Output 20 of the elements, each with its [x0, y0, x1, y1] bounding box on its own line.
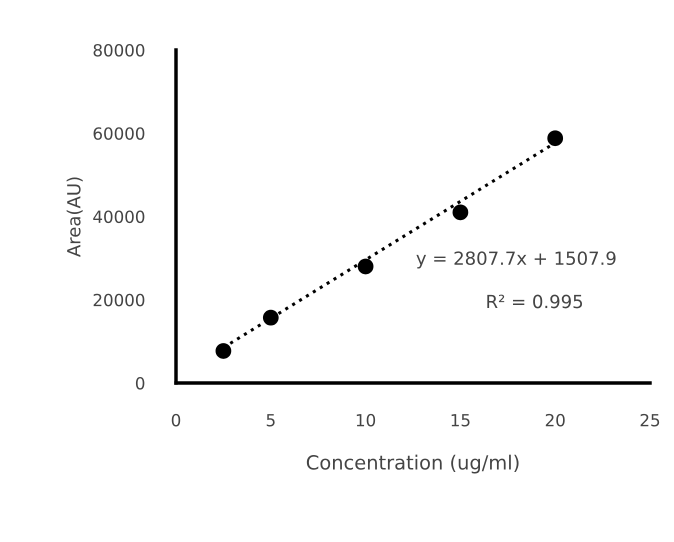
point — [547, 130, 564, 146]
x-tick-label: 0 — [172, 414, 180, 426]
point — [216, 343, 232, 359]
y-tick-label: 0 — [136, 376, 144, 390]
annotation: y = 2807.7x + 1507.9 — [416, 251, 616, 269]
x-tick-label: 20 — [546, 414, 565, 426]
point — [262, 310, 279, 326]
y-tick-label: 20000 — [94, 294, 144, 306]
x-tick-label: 25 — [640, 414, 660, 426]
annotation: R² = 0.995 — [487, 294, 582, 308]
y-tick-label: 80000 — [94, 44, 144, 57]
y-tick-label: 60000 — [94, 127, 144, 140]
y-axis-title: Area(AU) — [66, 177, 83, 257]
x-tick-label: 15 — [452, 414, 470, 426]
point — [358, 258, 374, 274]
x-tick-label: 5 — [266, 414, 275, 426]
x-axis-title: Concentration (ug/ml) — [306, 454, 519, 474]
y-tick-label: 40000 — [93, 210, 144, 224]
point — [452, 204, 468, 220]
x-tick-label: 10 — [356, 414, 376, 426]
